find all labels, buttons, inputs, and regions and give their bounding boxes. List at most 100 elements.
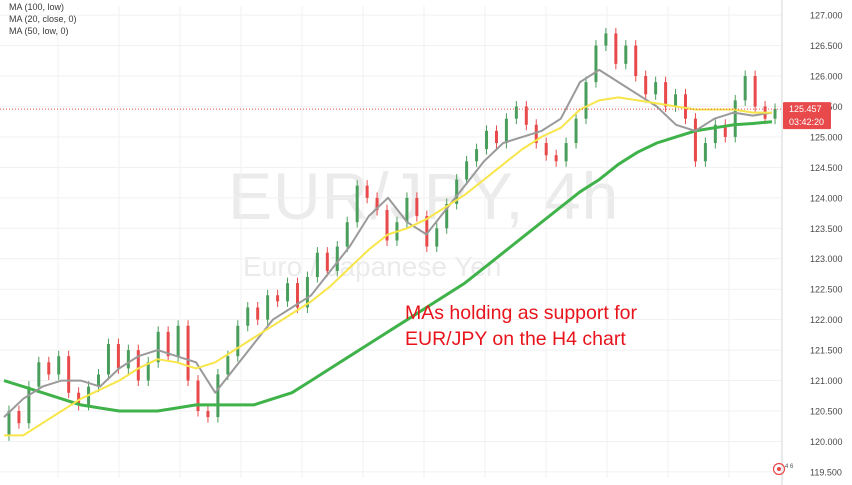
svg-text:4: 4 — [785, 464, 789, 470]
candle-body — [226, 356, 230, 375]
candle-body — [683, 94, 687, 119]
candle-body — [634, 45, 638, 77]
y-tick-label: 119.500 — [810, 467, 842, 477]
candle-body — [365, 185, 369, 198]
candle-body — [465, 161, 469, 180]
candle-body — [305, 277, 309, 308]
candle-body — [693, 118, 697, 162]
candle-body — [146, 362, 150, 381]
price-badge — [783, 102, 831, 130]
y-tick-label: 124.000 — [810, 193, 843, 203]
candle-body — [514, 106, 518, 119]
ma50-line — [4, 96, 772, 437]
chart-annotation: MAs holding as support for EUR/JPY on th… — [405, 300, 637, 352]
candle-body — [534, 124, 538, 144]
candle-body — [236, 325, 240, 357]
candle-body — [405, 197, 409, 223]
candle-body — [37, 362, 41, 387]
candle-body — [475, 149, 479, 162]
candle-body — [27, 386, 31, 424]
candle-body — [67, 356, 71, 393]
y-tick-label: 122.500 — [810, 285, 843, 295]
candle-body — [166, 331, 170, 357]
candle-body — [564, 143, 568, 162]
candle-body — [106, 344, 110, 375]
candle-body — [276, 295, 280, 302]
candle-body — [723, 124, 727, 137]
y-tick-label: 125.000 — [810, 132, 843, 142]
candle-body — [216, 374, 220, 418]
candle-body — [116, 344, 120, 369]
y-tick-label: 122.000 — [810, 315, 843, 325]
candle-body — [345, 222, 349, 247]
candle-body — [57, 356, 61, 375]
candle-countdown-label: 03:42:20 — [789, 117, 824, 127]
ma100-line — [3, 120, 773, 413]
candle-body — [485, 130, 489, 150]
candle-body — [266, 295, 270, 320]
candle-body — [325, 252, 329, 271]
y-tick-label: 121.000 — [810, 376, 843, 386]
indicator-label-ma50[interactable]: MA (50, low, 0) — [9, 26, 69, 36]
candle-body — [494, 130, 498, 144]
annotation-line-2: EUR/JPY on the H4 chart — [405, 328, 626, 350]
candle-body — [584, 82, 588, 119]
candle-body — [654, 82, 658, 95]
indicator-label-ma20[interactable]: MA (20, close, 0) — [9, 14, 77, 24]
candle-body — [47, 362, 51, 375]
watermark-description: Euro / Japanese Yen — [243, 251, 502, 282]
candle-body — [574, 118, 578, 144]
candle-body — [624, 45, 628, 64]
candle-body — [455, 179, 459, 204]
y-tick-label: 127.000 — [810, 11, 843, 21]
candle-body — [435, 228, 439, 247]
candle-body — [504, 118, 508, 144]
y-tick-label: 121.500 — [810, 346, 843, 356]
candle-body — [713, 124, 717, 144]
candle-body — [524, 106, 528, 125]
candle-body — [614, 33, 618, 64]
y-tick-label: 120.000 — [810, 437, 843, 447]
y-tick-label: 124.500 — [810, 163, 843, 173]
candle-body — [335, 246, 339, 271]
candle-body — [156, 331, 160, 363]
candle-body — [743, 76, 747, 101]
candle-body — [246, 307, 250, 326]
candle-body — [176, 325, 180, 357]
candle-body — [97, 374, 101, 387]
y-tick-label: 120.500 — [810, 407, 843, 417]
y-tick-label: 126.500 — [810, 41, 843, 51]
candle-body — [355, 185, 359, 223]
candle-body — [375, 197, 379, 211]
y-tick-label: 123.000 — [810, 254, 843, 264]
indicator-legend: MA (100, low) MA (20, close, 0) MA (50, … — [9, 1, 77, 37]
candle-body — [644, 76, 648, 95]
candle-body — [186, 325, 190, 381]
candle-body — [703, 143, 707, 162]
candle-body — [385, 210, 389, 241]
candle-body — [196, 380, 200, 412]
candle-body — [126, 350, 130, 369]
candle-body — [256, 307, 260, 320]
candle-body — [295, 283, 299, 308]
y-tick-label: 126.000 — [810, 72, 843, 82]
current-price-label: 125.457 — [789, 104, 822, 114]
candle-body — [315, 252, 319, 278]
ma20-line — [3, 68, 773, 418]
candle-body — [136, 350, 140, 381]
candle-body — [594, 45, 598, 83]
y-tick-label: 123.500 — [810, 224, 843, 234]
candle-body — [664, 82, 668, 107]
candle-body — [773, 108, 777, 119]
candle-body — [425, 216, 429, 247]
candle-body — [415, 197, 419, 217]
notification-bell-icon[interactable]: 4 6 — [772, 462, 798, 476]
candle-body — [674, 94, 678, 107]
candle-body — [286, 283, 290, 302]
svg-text:6: 6 — [790, 464, 794, 470]
indicator-label-ma100[interactable]: MA (100, low) — [9, 2, 65, 12]
candle-body — [604, 33, 608, 46]
candle-body — [544, 143, 548, 156]
